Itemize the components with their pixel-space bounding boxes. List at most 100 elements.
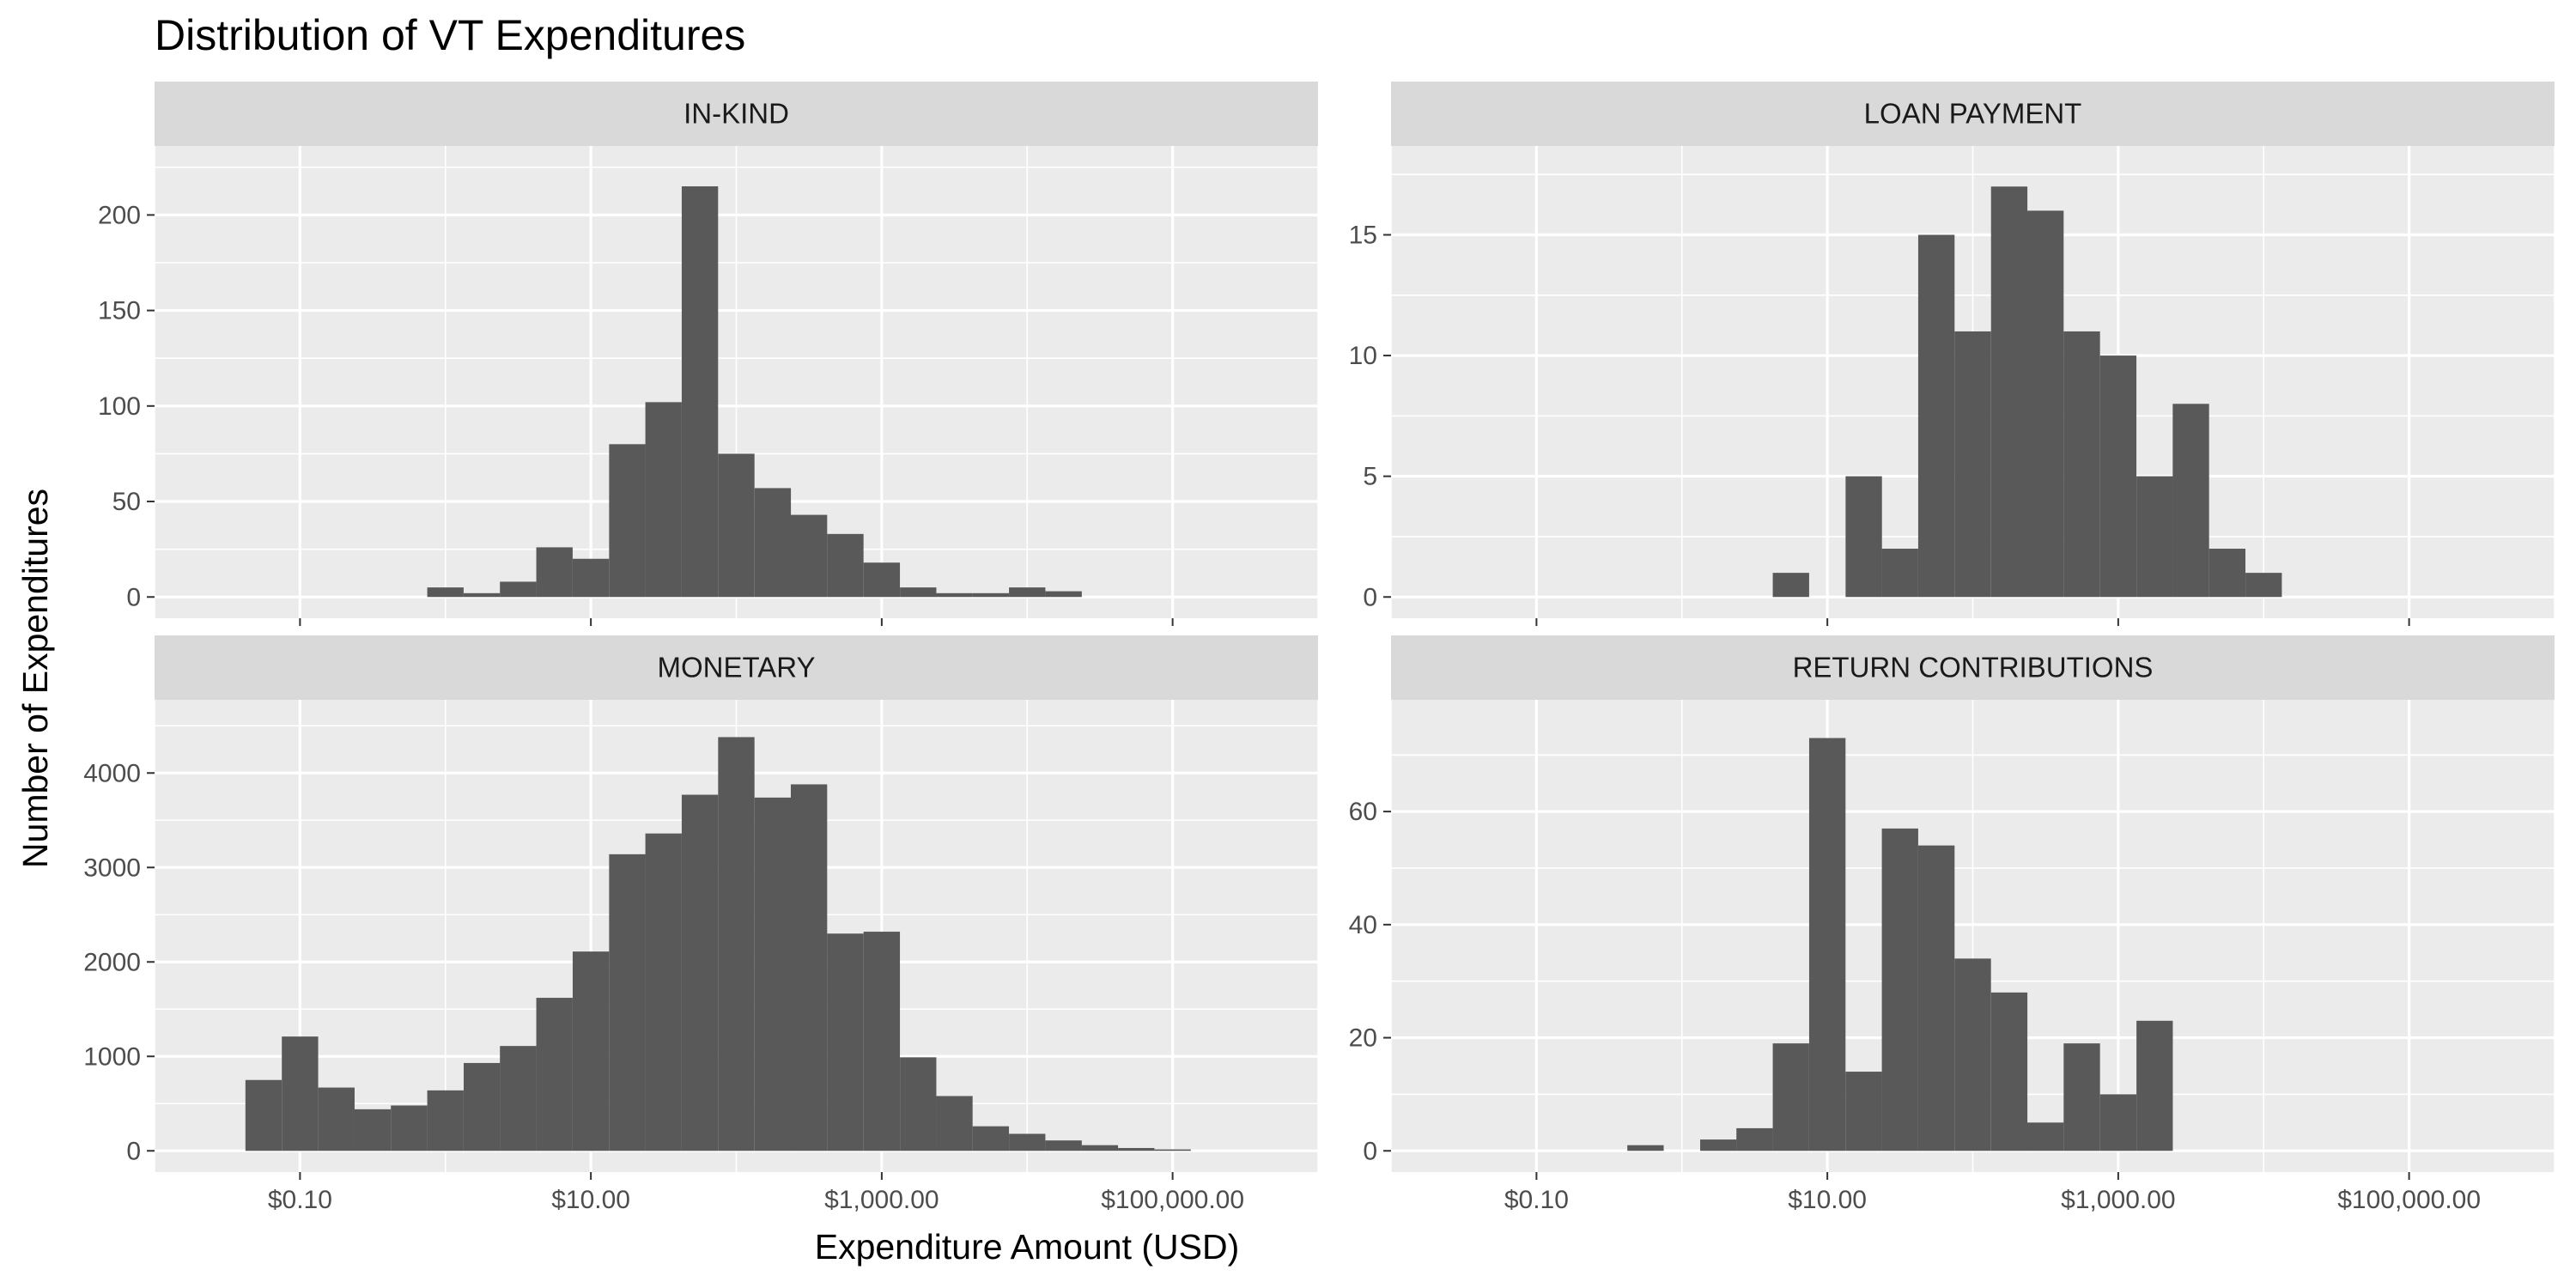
x-tick-label: $1,000.00 bbox=[824, 1186, 939, 1214]
x-tick-label: $0.10 bbox=[1504, 1186, 1569, 1214]
histogram-bar bbox=[2099, 355, 2137, 598]
histogram-bar bbox=[1699, 1139, 1737, 1151]
histogram-bar bbox=[972, 1126, 1010, 1151]
histogram-bar bbox=[645, 402, 682, 598]
histogram-bar bbox=[754, 797, 792, 1151]
histogram-bar bbox=[2172, 404, 2209, 598]
y-tick-label: 0 bbox=[1363, 583, 1377, 611]
y-tick-label: 10 bbox=[1349, 342, 1377, 370]
histogram-bar bbox=[1736, 1127, 1773, 1151]
y-tick-label: 20 bbox=[1349, 1024, 1377, 1053]
histogram-bar bbox=[1954, 331, 1991, 598]
histogram-bar bbox=[827, 933, 864, 1151]
facet-strip-label: IN-KIND bbox=[683, 98, 789, 130]
histogram-bar bbox=[1917, 845, 1955, 1151]
histogram-bar bbox=[681, 185, 719, 598]
facet-panel-monetary: MONETARY 0 1000 2000 3000 4000 $0.10 $10.00 $1,0… bbox=[83, 635, 1319, 1214]
histogram-bar bbox=[1808, 738, 1846, 1151]
histogram-bar bbox=[500, 1046, 537, 1151]
histogram-bar bbox=[900, 1057, 937, 1151]
histogram-bar bbox=[1990, 992, 2028, 1151]
y-tick-label: 0 bbox=[1363, 1137, 1377, 1165]
y-tick-label: 1000 bbox=[83, 1042, 141, 1071]
histogram-bar bbox=[1845, 1072, 1882, 1151]
x-tick-label: $10.00 bbox=[551, 1186, 630, 1214]
y-tick-label: 0 bbox=[126, 1137, 141, 1165]
histogram-bar bbox=[827, 533, 864, 598]
histogram-bar bbox=[391, 1105, 428, 1151]
histogram-bar bbox=[427, 1090, 464, 1151]
histogram-bar bbox=[463, 1062, 501, 1151]
y-axis-title: Number of Expenditures bbox=[15, 489, 55, 868]
facet-panel-in-kind: IN-KIND 0 50 100 150 200 bbox=[98, 82, 1319, 626]
facet-strip-label: RETURN CONTRIBUTIONS bbox=[1793, 652, 2154, 683]
y-tick-label: 60 bbox=[1349, 798, 1377, 826]
histogram-bar bbox=[572, 558, 610, 598]
x-tick-label: $100,000.00 bbox=[2337, 1186, 2481, 1214]
histogram-bar bbox=[1081, 1145, 1119, 1151]
histogram-bar bbox=[936, 592, 973, 598]
x-tick-label: $100,000.00 bbox=[1101, 1186, 1244, 1214]
histogram-bar bbox=[2026, 210, 2064, 598]
histogram-bar bbox=[2063, 331, 2100, 598]
histogram-bar bbox=[2208, 549, 2246, 598]
histogram-bar bbox=[1118, 1147, 1155, 1151]
histogram-bar bbox=[318, 1087, 355, 1151]
x-tick-label: $10.00 bbox=[1788, 1186, 1867, 1214]
histogram-bar bbox=[1009, 1133, 1046, 1151]
histogram-bar bbox=[1990, 186, 2028, 598]
histogram-bar bbox=[1045, 591, 1082, 598]
histogram-bar bbox=[936, 1096, 973, 1151]
x-axis-title: Expenditure Amount (USD) bbox=[815, 1227, 1240, 1267]
facet-strip bbox=[155, 635, 1318, 700]
histogram-bar bbox=[863, 562, 901, 598]
histogram-bar bbox=[500, 581, 537, 598]
y-tick-label: 4000 bbox=[83, 759, 141, 787]
histogram-bar bbox=[572, 951, 610, 1151]
facet-strip bbox=[1391, 635, 2555, 700]
y-tick-label: 15 bbox=[1349, 221, 1377, 249]
y-tick-label: 150 bbox=[98, 297, 141, 325]
histogram-bar bbox=[900, 587, 937, 598]
y-tick-label: 5 bbox=[1363, 463, 1377, 491]
histogram-bar bbox=[754, 488, 792, 598]
x-tick-label: $1,000.00 bbox=[2061, 1186, 2175, 1214]
histogram-bar bbox=[1154, 1149, 1191, 1151]
histogram-bar bbox=[354, 1109, 392, 1151]
histogram-bar bbox=[1772, 1043, 1809, 1151]
histogram-bar bbox=[1881, 549, 1918, 598]
facet-strip-label: MONETARY bbox=[658, 652, 816, 683]
histogram-bar bbox=[1917, 234, 1955, 598]
histogram-bar bbox=[1009, 587, 1046, 598]
histogram-bar bbox=[2136, 1020, 2173, 1151]
y-tick-label: 3000 bbox=[83, 854, 141, 882]
histogram-bar bbox=[2245, 573, 2282, 598]
histogram-bar bbox=[863, 932, 901, 1151]
y-tick-label: 50 bbox=[112, 488, 141, 516]
y-tick-label: 100 bbox=[98, 392, 141, 421]
histogram-bar bbox=[718, 737, 755, 1151]
histogram-bar bbox=[609, 854, 646, 1151]
histogram-bar bbox=[1881, 828, 1918, 1151]
histogram-bar bbox=[1627, 1145, 1664, 1151]
histogram-bar bbox=[282, 1036, 319, 1151]
y-tick-label: 40 bbox=[1349, 911, 1377, 939]
histogram-bar bbox=[536, 998, 573, 1151]
histogram-bar bbox=[536, 547, 573, 598]
histogram-bar bbox=[1845, 476, 1882, 598]
histogram-bar bbox=[2026, 1122, 2064, 1151]
facet-panel-loan-payment: LOAN PAYMENT 0 5 10 15 bbox=[1349, 82, 2555, 626]
histogram-bar bbox=[2136, 476, 2173, 598]
histogram-bar bbox=[972, 592, 1010, 598]
facet-panel-return-contributions: RETURN CONTRIBUTIONS 0 20 40 60 $0.10 $10.00 $1… bbox=[1349, 635, 2555, 1214]
y-tick-label: 0 bbox=[126, 583, 141, 611]
y-tick-label: 2000 bbox=[83, 948, 141, 976]
histogram-bar bbox=[681, 794, 719, 1151]
y-tick-label: 200 bbox=[98, 201, 141, 229]
histogram-bar bbox=[1045, 1140, 1082, 1151]
histogram-bar bbox=[1772, 573, 1809, 598]
histogram-bar bbox=[790, 784, 828, 1151]
histogram-bar bbox=[645, 833, 682, 1151]
